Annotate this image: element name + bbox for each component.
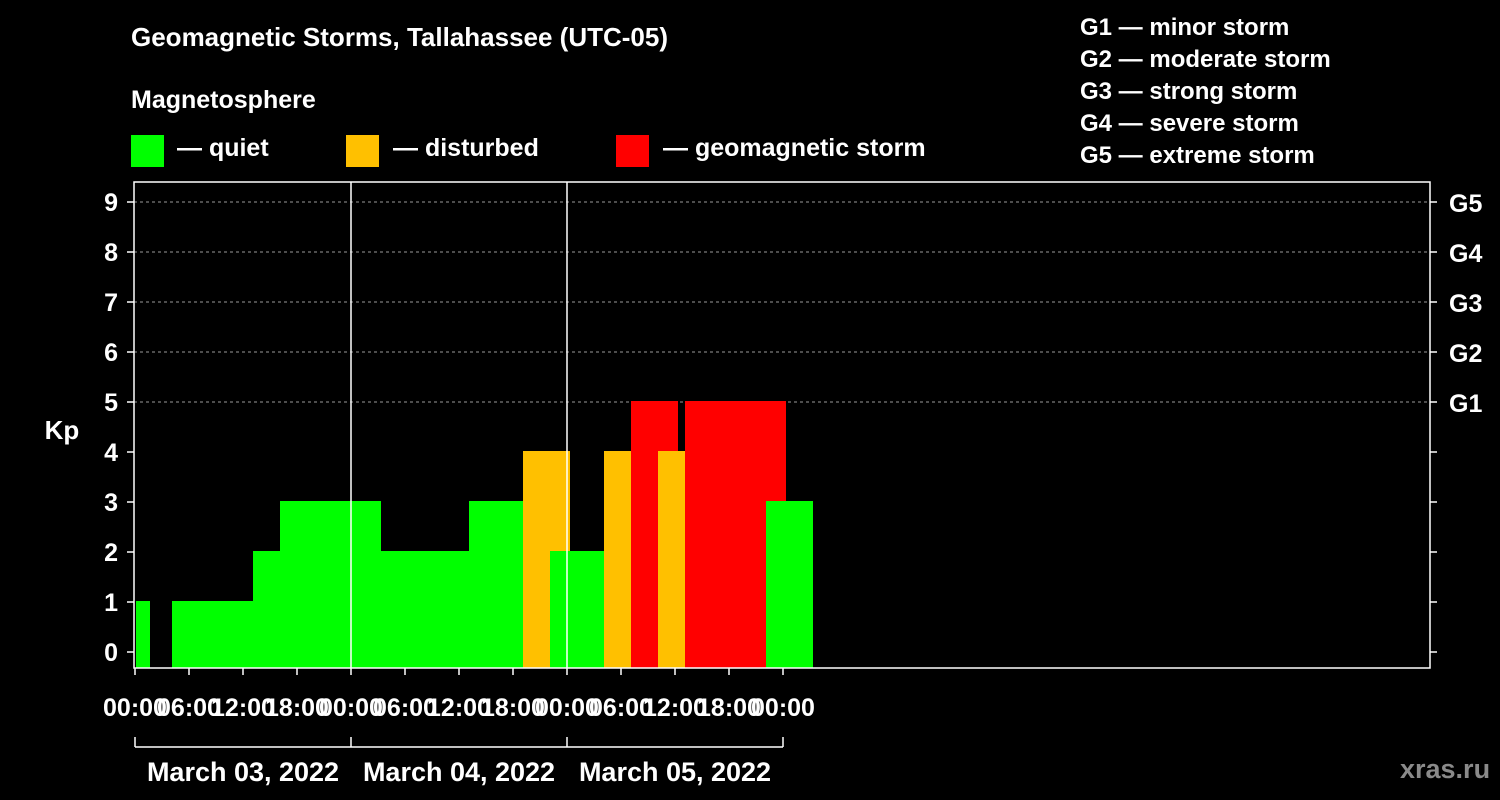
x-tick-label: 12:00: [643, 694, 707, 722]
g1-legend: G1 — minor storm: [1080, 14, 1290, 41]
y-tick-label: 4: [104, 439, 118, 467]
magnetosphere-heading: Magnetosphere: [131, 86, 316, 114]
quiet-legend-label: — quiet: [177, 134, 269, 162]
g2-legend: G2 — moderate storm: [1080, 46, 1331, 73]
g-level-tick-label: G4: [1449, 240, 1482, 268]
y-tick-label: 7: [104, 289, 118, 317]
g5-legend: G5 — extreme storm: [1080, 142, 1315, 169]
y-tick-label: 3: [104, 489, 118, 517]
day-label: March 03, 2022: [147, 757, 339, 787]
day-label: March 04, 2022: [363, 757, 555, 787]
x-tick-label: 00:00: [319, 694, 383, 722]
x-tick-label: 06:00: [589, 694, 653, 722]
kp-bar: [136, 601, 150, 668]
x-tick-label: 18:00: [697, 694, 761, 722]
x-tick-label: 18:00: [265, 694, 329, 722]
g-level-tick-label: G1: [1449, 390, 1482, 418]
g-level-tick-label: G3: [1449, 290, 1482, 318]
storm-legend-label: — geomagnetic storm: [663, 134, 926, 162]
x-tick-label: 06:00: [157, 694, 221, 722]
x-tick-label: 00:00: [751, 694, 815, 722]
g4-legend: G4 — severe storm: [1080, 110, 1299, 137]
x-tick-label: 00:00: [103, 694, 167, 722]
y-tick-label: 8: [104, 239, 118, 267]
disturbed-legend-label: — disturbed: [393, 134, 539, 162]
y-tick-label: 1: [104, 589, 118, 617]
watermark: xras.ru: [1400, 754, 1491, 784]
x-tick-label: 06:00: [373, 694, 437, 722]
x-tick-label: 12:00: [427, 694, 491, 722]
g-level-tick-label: G5: [1449, 190, 1482, 218]
y-axis-label: Kp: [45, 415, 80, 445]
g-level-tick-label: G2: [1449, 340, 1482, 368]
y-tick-label: 0: [104, 639, 118, 667]
x-tick-label: 12:00: [211, 694, 275, 722]
disturbed-swatch: [346, 135, 379, 167]
g3-legend: G3 — strong storm: [1080, 78, 1298, 105]
y-tick-label: 2: [104, 539, 118, 567]
day-label: March 05, 2022: [579, 757, 771, 787]
chart-title: Geomagnetic Storms, Tallahassee (UTC-05): [131, 22, 669, 52]
x-tick-label: 18:00: [481, 694, 545, 722]
quiet-swatch: [131, 135, 164, 167]
kp-bar: [766, 501, 813, 668]
x-tick-label: 00:00: [535, 694, 599, 722]
y-tick-label: 9: [104, 189, 118, 217]
y-tick-label: 6: [104, 339, 118, 367]
plot-frame: [133, 181, 1431, 669]
y-tick-label: 5: [104, 389, 118, 417]
storm-swatch: [616, 135, 649, 167]
